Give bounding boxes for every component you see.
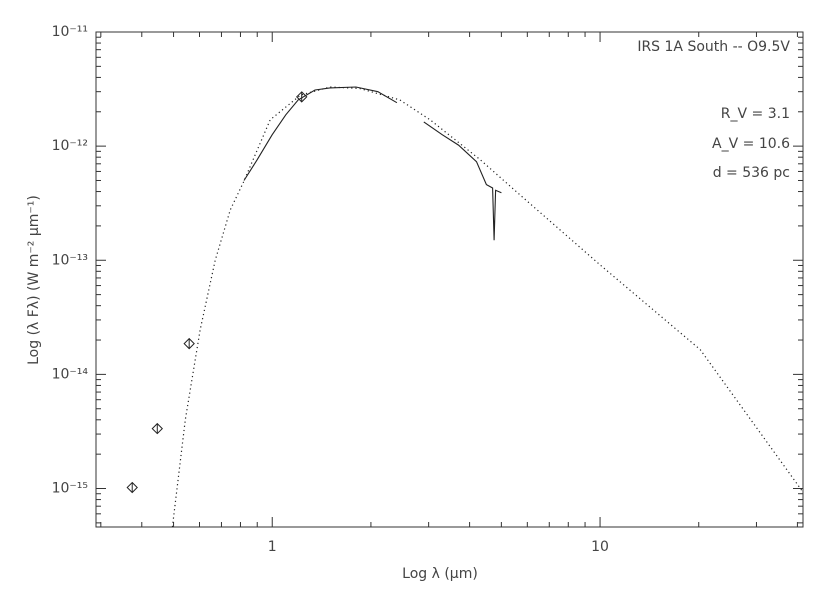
y-tick-label: 10⁻¹¹ <box>52 24 88 40</box>
spectrum <box>243 86 502 241</box>
y-tick-label: 10⁻¹⁵ <box>52 481 88 497</box>
y-tick-label: 10⁻¹⁴ <box>52 366 89 382</box>
annotation: R_V = 3.1 <box>721 106 790 122</box>
annotation: d = 536 pc <box>713 165 790 181</box>
y-tick-label: 10⁻¹³ <box>52 252 88 268</box>
plot-frame <box>95 31 804 528</box>
model-curve <box>171 86 804 528</box>
x-axis-label: Log λ (μm) <box>402 566 478 582</box>
x-tick-label: 1 <box>268 539 277 555</box>
photometry-point <box>151 422 163 435</box>
photometry-point <box>295 91 308 103</box>
photometry-point <box>126 481 138 494</box>
annotation: A_V = 10.6 <box>712 136 790 152</box>
x-tick-label: 10 <box>591 539 609 555</box>
photometry-point <box>183 337 195 350</box>
y-axis-label: Log (λ Fλ) (W m⁻² μm⁻¹) <box>26 195 42 365</box>
y-tick-label: 10⁻¹² <box>52 138 88 154</box>
annotation: IRS 1A South -- O9.5V <box>637 39 790 55</box>
